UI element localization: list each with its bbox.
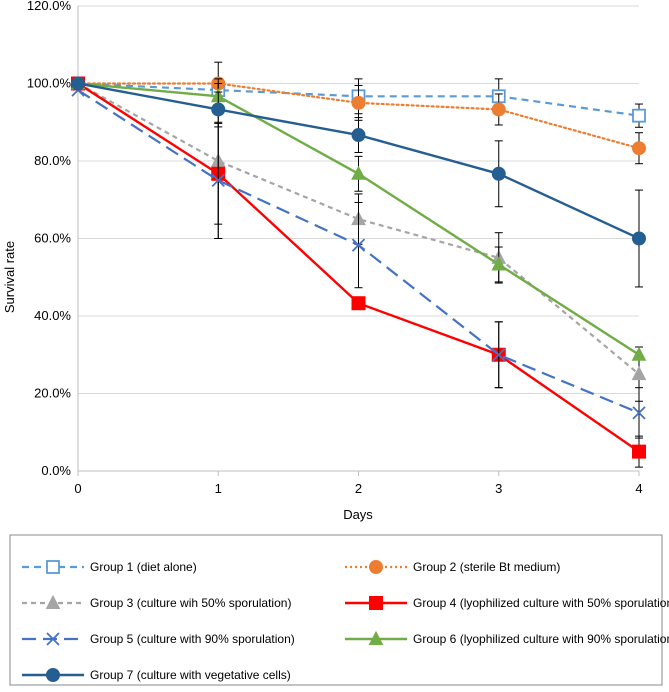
y-tick-label: 0.0% — [41, 463, 71, 478]
data-point — [632, 141, 646, 156]
legend-marker — [368, 630, 384, 645]
x-tick-label: 2 — [355, 481, 362, 496]
legend-frame — [9, 534, 663, 686]
x-tick-label: 3 — [495, 481, 502, 496]
legend-item: Group 1 (diet alone) — [22, 560, 197, 574]
x-tick-label: 1 — [215, 481, 222, 496]
data-point — [492, 348, 506, 362]
data-point — [351, 165, 366, 180]
legend-marker — [45, 594, 61, 609]
legend-item: Group 4 (lyophilized culture with 50% sp… — [345, 596, 669, 610]
legend-label: Group 7 (culture with vegetative cells) — [90, 668, 291, 682]
data-point — [211, 102, 226, 117]
legend-item: Group 3 (culture wih 50% sporulation) — [22, 594, 291, 610]
data-point — [351, 296, 366, 311]
x-tick-label: 0 — [74, 481, 81, 496]
data-point — [211, 173, 225, 188]
data-point — [351, 95, 366, 110]
data-point — [632, 444, 646, 459]
data-point — [351, 128, 366, 143]
data-point — [491, 166, 506, 181]
legend-marker — [46, 668, 60, 682]
data-point — [71, 76, 85, 91]
series-group — [71, 83, 646, 439]
legend-item: Group 6 (lyophilized culture with 90% sp… — [345, 630, 669, 646]
legend-label: Group 2 (sterile Bt medium) — [413, 560, 560, 574]
series-group — [71, 76, 646, 288]
series-layer — [70, 61, 647, 468]
y-tick-label: 100.0% — [27, 76, 72, 91]
legend-label: Group 3 (culture wih 50% sporulation) — [90, 596, 291, 610]
data-point — [632, 108, 646, 123]
legend-marker — [369, 560, 383, 574]
x-tick-label: 4 — [635, 481, 642, 496]
y-tick-label: 60.0% — [34, 231, 71, 246]
legend-marker — [46, 632, 60, 646]
x-axis-title: Days — [343, 507, 373, 522]
y-axis-title: Survival rate — [2, 241, 17, 313]
legend-label: Group 5 (culture with 90% sporulation) — [90, 632, 295, 646]
legend-label: Group 4 (lyophilized culture with 50% sp… — [413, 596, 669, 610]
y-tick-label: 120.0% — [27, 0, 72, 13]
label-layer: Days Survival rate — [2, 241, 373, 522]
legend-item: Group 5 (culture with 90% sporulation) — [22, 632, 295, 646]
legend-marker — [46, 560, 60, 574]
legend-label: Group 6 (lyophilized culture with 90% sp… — [413, 632, 669, 646]
legend-item: Group 2 (sterile Bt medium) — [345, 560, 560, 574]
axis-layer: 0.0% 20.0% 40.0% 60.0% 80.0% 100.0% 120.0% 0 1 2 3… — [27, 0, 643, 496]
data-point — [491, 102, 506, 117]
y-tick-label: 80.0% — [34, 153, 71, 168]
legend: Group 1 (diet alone) Group 2 (sterile Bt … — [9, 534, 669, 686]
data-point — [491, 256, 507, 271]
data-point — [631, 366, 647, 381]
data-point — [351, 238, 366, 252]
data-point — [632, 406, 646, 420]
data-point — [631, 346, 647, 361]
y-tick-label: 20.0% — [34, 386, 71, 401]
legend-marker — [369, 596, 383, 610]
data-point — [632, 231, 646, 246]
legend-item: Group 7 (culture with vegetative cells) — [22, 668, 291, 682]
legend-label: Group 1 (diet alone) — [90, 560, 197, 574]
y-tick-label: 40.0% — [34, 308, 71, 323]
